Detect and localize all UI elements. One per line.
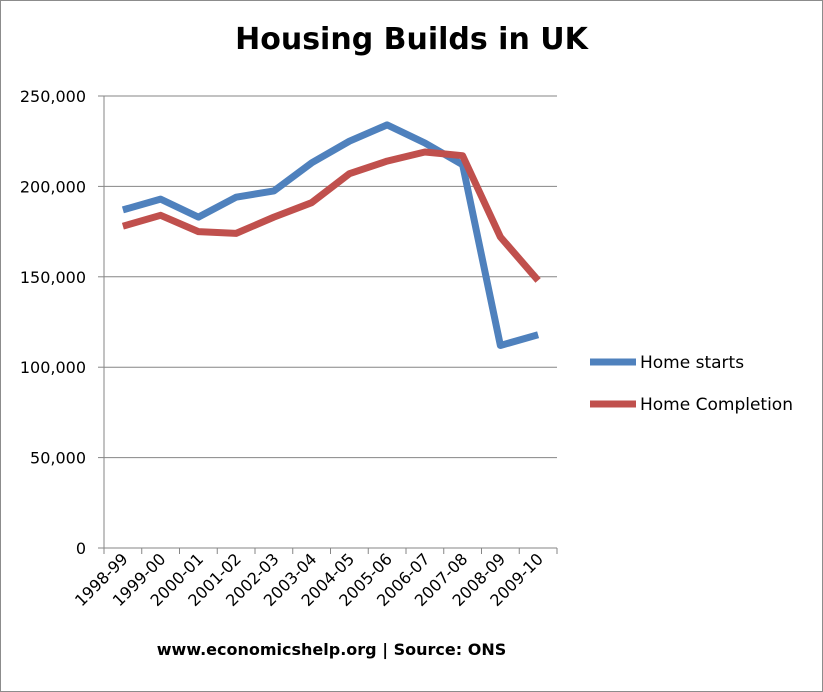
gridlines bbox=[104, 95, 557, 459]
y-tick-label: 100,000 bbox=[20, 358, 86, 377]
y-tick-label: 250,000 bbox=[20, 87, 86, 106]
axes bbox=[103, 96, 557, 549]
y-tick-label: 0 bbox=[76, 539, 86, 558]
legend-label: Home starts bbox=[640, 353, 744, 373]
series-line bbox=[121, 121, 540, 349]
legend: Home starts Home Completion bbox=[590, 353, 793, 415]
chart-footer: www.economicshelp.org | Source: ONS bbox=[156, 640, 507, 659]
legend-label: Home Completion bbox=[640, 395, 793, 415]
y-axis-ticks: 0 50,000 100,000 150,000 200,000 250,000 bbox=[20, 87, 104, 558]
y-tick-label: 150,000 bbox=[20, 268, 86, 287]
y-tick-label: 50,000 bbox=[30, 449, 86, 468]
series-line bbox=[121, 148, 541, 283]
y-tick-label: 200,000 bbox=[20, 177, 86, 196]
series-lines bbox=[121, 121, 541, 349]
x-axis-ticks: 1998-991999-002000-012001-022002-032003-… bbox=[71, 548, 558, 610]
chart-title: Housing Builds in UK bbox=[235, 22, 588, 57]
